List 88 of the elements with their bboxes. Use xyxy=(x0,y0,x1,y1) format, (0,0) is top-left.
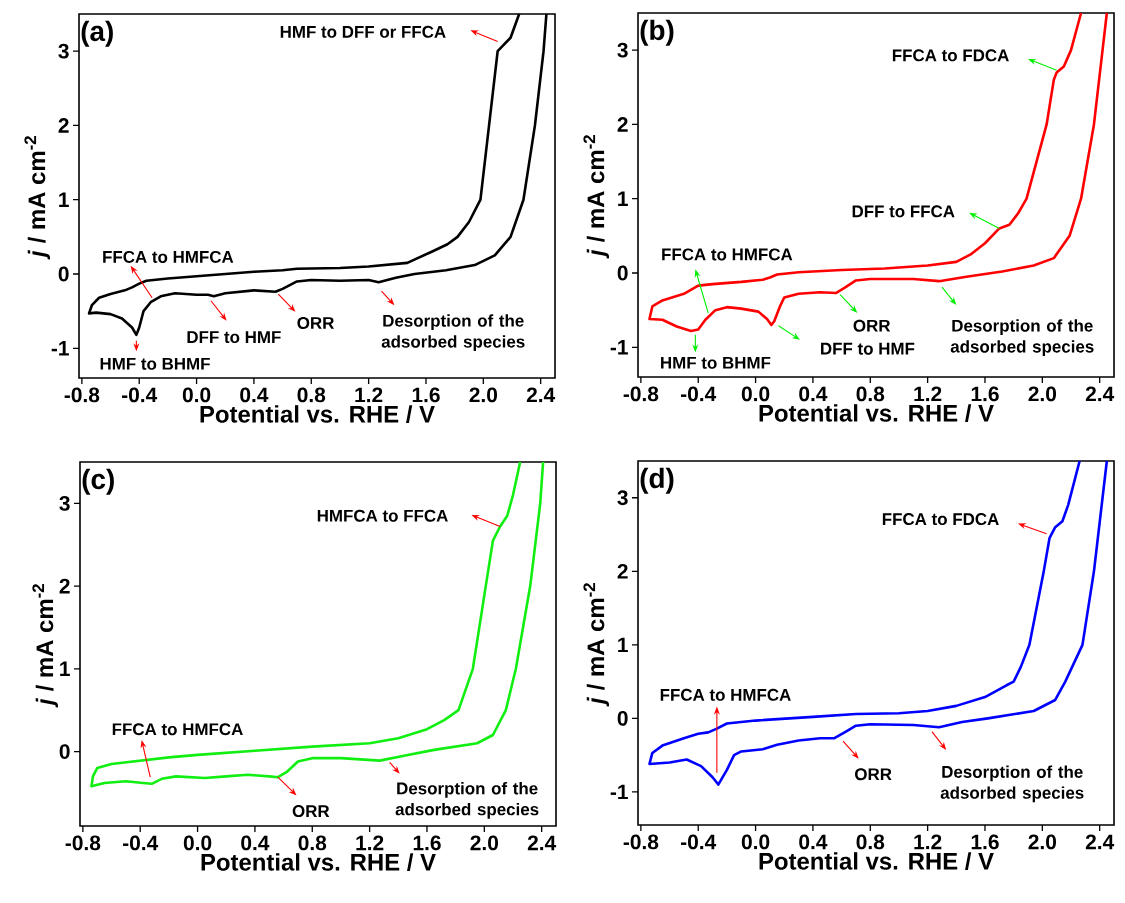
annotation: DFF to FFCA xyxy=(852,205,955,218)
y-tick-label: 3 xyxy=(59,495,70,511)
annotation: HMFCA to FFCA xyxy=(317,509,448,522)
annotation: Desorption of the adsorbed species xyxy=(940,765,1084,803)
y-tick-label: 3 xyxy=(617,42,628,58)
x-tick-label: -0.8 xyxy=(623,386,659,402)
x-tick-label: 1.6 xyxy=(971,834,999,850)
annotation: ORR xyxy=(292,805,330,818)
y-tick-label: 2 xyxy=(59,578,70,594)
annotation: Desorption of the adsorbed species xyxy=(381,314,525,352)
x-axis-title: Potential vs. RHE / V xyxy=(201,853,436,871)
x-tick-label: 1.2 xyxy=(914,834,942,850)
x-tick-label: 1.2 xyxy=(914,386,942,402)
x-tick-label: -0.8 xyxy=(64,387,100,403)
annotation: FFCA to HMFCA xyxy=(112,723,243,736)
x-tick-label: -0.4 xyxy=(122,387,158,403)
x-tick-label: 1.6 xyxy=(971,386,999,402)
x-tick-label: 0.8 xyxy=(856,386,885,402)
x-tick-label: 0.4 xyxy=(241,835,270,851)
x-tick-label: 0.4 xyxy=(799,834,828,850)
x-tick-label: 0.8 xyxy=(297,387,326,403)
x-tick-label: 1.6 xyxy=(413,835,441,851)
y-tick-label: 0 xyxy=(617,265,628,281)
annotation: Desorption of the adsorbed species xyxy=(950,319,1094,356)
x-tick-label: -0.8 xyxy=(65,835,101,851)
x-tick-label: 2.4 xyxy=(1085,386,1115,402)
x-tick-label: -0.8 xyxy=(623,834,659,850)
x-axis-title: Potential vs. RHE / V xyxy=(759,852,994,870)
y-tick-label: -1 xyxy=(610,340,628,355)
annotation: FFCA to HMFCA xyxy=(662,248,793,261)
chart-title: (b) xyxy=(640,19,674,46)
y-axis-title: j / mA cm$^{-2}$ xyxy=(24,136,51,260)
x-tick-label: -0.4 xyxy=(681,834,717,850)
x-tick-label: -0.4 xyxy=(123,835,159,851)
annotation: FFCA to FDCA xyxy=(882,513,999,526)
x-tick-label: 0.4 xyxy=(799,386,828,402)
x-tick-label: 2.0 xyxy=(1028,834,1057,850)
y-axis-title: j / mA cm$^{-2}$ xyxy=(583,583,610,707)
chart-title: (c) xyxy=(82,468,114,495)
annotation: DFF to HMF xyxy=(821,342,915,355)
y-tick-label: 1 xyxy=(59,192,69,207)
y-tick-label: -1 xyxy=(610,784,628,800)
y-tick-label: 1 xyxy=(618,191,628,206)
annotation: Desorption of the adsorbed species xyxy=(395,782,539,819)
y-tick-label: 0 xyxy=(59,744,70,759)
x-tick-label: 2.0 xyxy=(1028,386,1057,402)
annotation: HMF to BHMF xyxy=(661,356,771,369)
annotation: ORR xyxy=(855,768,892,781)
x-tick-label: 2.0 xyxy=(469,387,498,403)
x-tick-label: 0.0 xyxy=(741,834,770,850)
y-tick-label: 1 xyxy=(618,637,628,653)
annotation: ORR xyxy=(297,317,335,330)
y-tick-label: -1 xyxy=(51,341,69,356)
y-axis-title: j / mA cm$^{-2}$ xyxy=(583,135,610,259)
x-tick-label: 0.0 xyxy=(182,387,211,403)
x-tick-label: -0.4 xyxy=(681,386,717,402)
x-tick-label: 0.4 xyxy=(240,387,269,403)
y-axis-title: j / mA cm$^{-2}$ xyxy=(32,584,59,708)
chart-title: (d) xyxy=(640,467,674,494)
y-tick-label: 2 xyxy=(617,117,628,132)
x-axis-title: Potential vs. RHE / V xyxy=(759,404,994,422)
x-tick-label: 1.6 xyxy=(412,387,440,403)
y-tick-label: 2 xyxy=(617,563,628,579)
annotation: HMF to DFF or FFCA xyxy=(280,25,446,38)
annotation: ORR xyxy=(853,319,891,332)
x-tick-label: 2.4 xyxy=(1085,834,1115,850)
x-tick-label: 2.4 xyxy=(526,387,556,403)
y-tick-label: 3 xyxy=(617,490,628,506)
x-tick-label: 0.8 xyxy=(856,834,885,850)
chart-title: (a) xyxy=(81,20,113,47)
x-tick-label: 0.0 xyxy=(741,386,770,402)
y-tick-label: 2 xyxy=(58,118,69,133)
x-axis-title: Potential vs. RHE / V xyxy=(200,405,435,423)
annotation: HMF to BHMF xyxy=(100,357,210,370)
x-tick-label: 1.2 xyxy=(356,835,384,851)
x-tick-label: 0.0 xyxy=(183,835,212,851)
annotation: FFCA to HMFCA xyxy=(660,688,791,701)
annotation: FFCA to FDCA xyxy=(892,49,1009,62)
y-tick-label: 0 xyxy=(58,266,69,282)
x-tick-label: 1.2 xyxy=(355,387,383,403)
y-tick-label: 0 xyxy=(617,710,628,726)
y-tick-label: 1 xyxy=(60,661,70,677)
x-tick-label: 2.0 xyxy=(470,835,499,851)
x-tick-label: 0.8 xyxy=(298,835,327,851)
x-tick-label: 2.4 xyxy=(527,835,557,851)
annotation: DFF to HMF xyxy=(187,331,281,344)
y-tick-label: 3 xyxy=(58,43,69,59)
annotation: FFCA to HMFCA xyxy=(103,250,234,263)
